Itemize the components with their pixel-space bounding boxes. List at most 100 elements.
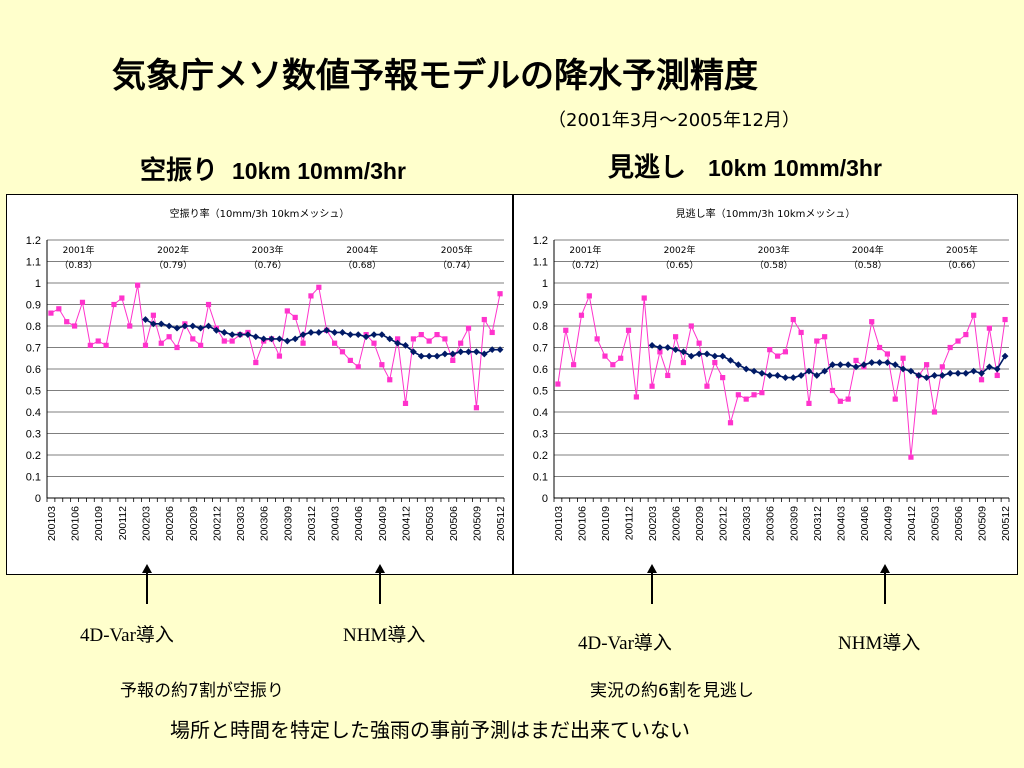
false-alarm-year-value: （0.74）	[438, 260, 476, 271]
false-alarm-monthly-point	[426, 338, 432, 344]
false-alarm-mean-point	[480, 350, 488, 358]
false-alarm-year-value: （0.68）	[343, 260, 381, 271]
miss-rate-monthly-point	[751, 392, 757, 398]
miss-rate-mean-point	[750, 367, 758, 375]
miss-rate-mean-point	[970, 367, 978, 375]
false-alarm-monthly-point	[442, 336, 448, 342]
miss-rate-x-tick-label: 200109	[600, 506, 612, 541]
miss-rate-mean-point	[734, 361, 742, 369]
false-alarm-monthly-point	[465, 325, 472, 331]
miss-rate-mean-line	[651, 344, 1006, 379]
miss-rate-monthly-point	[955, 338, 961, 344]
miss-rate-mean-point	[907, 367, 915, 375]
miss-rate-monthly-point	[829, 387, 836, 394]
miss-rate-year-value: （0.58）	[755, 260, 793, 271]
miss-rate-mean-point	[821, 367, 829, 375]
false-alarm-x-tick-label: 200406	[353, 506, 365, 541]
miss-rate-monthly-point	[727, 420, 734, 426]
miss-rate-monthly-point	[806, 400, 812, 406]
miss-rate-y-tick-label: 0.1	[533, 472, 548, 484]
false-alarm-x-tick-label: 200112	[117, 506, 129, 540]
false-alarm-mean-point	[346, 331, 354, 338]
false-alarm-mean-point	[409, 348, 417, 356]
miss-rate-monthly-point	[994, 372, 1000, 379]
miss-rate-mean-point	[868, 359, 876, 366]
miss-rate-x-tick-label: 200303	[741, 506, 753, 541]
miss-rate-mean-point	[899, 365, 907, 373]
false-alarm-mean-point	[323, 326, 331, 334]
left-heading: 空振り 10km 10mm/3hr	[140, 150, 406, 187]
false-alarm-monthly-point	[135, 282, 141, 288]
miss-rate-monthly-point	[900, 355, 906, 361]
miss-rate-monthly-point	[782, 349, 789, 355]
false-alarm-y-tick-label: 0.4	[26, 407, 41, 419]
false-alarm-monthly-point	[284, 308, 290, 314]
miss-rate-monthly-point	[837, 398, 843, 404]
miss-rate-monthly-point	[563, 327, 569, 333]
false-alarm-chart-title: 空振り率（10mm/3h 10kmメッシュ）	[170, 207, 350, 220]
false-alarm-monthly-point	[221, 338, 227, 344]
miss-rate-year-label: 2001年	[569, 244, 601, 256]
false-alarm-monthly-point	[205, 301, 212, 308]
false-alarm-mean-point	[473, 348, 480, 356]
false-alarm-monthly-point	[473, 405, 480, 411]
miss-rate-mean-point	[852, 363, 860, 371]
false-alarm-mean-point	[457, 348, 465, 356]
miss-rate-y-tick-label: 0.5	[533, 386, 548, 398]
miss-rate-year-value: （0.72）	[566, 260, 604, 271]
false-alarm-x-tick-label: 200412	[401, 506, 413, 541]
false-alarm-mean-point	[402, 341, 409, 349]
miss-rate-monthly-point	[876, 344, 883, 351]
miss-rate-x-tick-label: 200412	[906, 506, 918, 541]
false-alarm-x-tick-label: 200103	[46, 506, 58, 541]
miss-rate-year-label: 2004年	[852, 244, 884, 256]
miss-rate-monthly-point	[971, 312, 977, 318]
false-alarm-monthly-point	[127, 323, 133, 329]
right-heading-en: 10km 10mm/3hr	[708, 155, 882, 181]
miss-rate-monthly-point	[720, 375, 726, 381]
miss-rate-mean-point	[758, 369, 766, 377]
false-alarm-mean-point	[142, 316, 149, 323]
miss-rate-y-tick-label: 1	[542, 278, 548, 290]
false-alarm-y-tick-label: 0.9	[26, 300, 41, 312]
miss-rate-mean-point	[962, 369, 970, 377]
false-alarm-monthly-point	[276, 353, 283, 359]
false-alarm-mean-point	[425, 352, 433, 360]
miss-rate-x-tick-label: 200112	[624, 506, 636, 540]
false-alarm-monthly-point	[229, 338, 235, 344]
miss-rate-mean-point	[789, 374, 797, 381]
miss-rate-monthly-point	[649, 383, 655, 389]
miss-rate-mean-point	[938, 372, 946, 379]
false-alarm-monthly-point	[292, 314, 298, 320]
miss-rate-mean-point	[664, 344, 672, 351]
miss-rate-mean-point	[766, 372, 774, 379]
miss-rate-mean-point	[993, 365, 1001, 373]
miss-rate-year-label: 2003年	[758, 244, 790, 256]
miss-rate-monthly-point	[869, 319, 875, 325]
false-alarm-mean-point	[394, 339, 402, 347]
miss-rate-chart: 見逃し率（10mm/3h 10kmメッシュ） 0 0.1 0.2 0.3 0.4 0.5 0.…	[513, 194, 1018, 575]
miss-rate-y-tick-label: 0.3	[533, 429, 548, 441]
false-alarm-monthly-point	[418, 332, 424, 338]
miss-rate-x-tick-label: 200209	[694, 506, 706, 541]
false-alarm-year-label: 2004年	[346, 244, 378, 256]
period-label: （2001年3月～2005年12月）	[548, 110, 800, 131]
right-heading-jp: 見逃し	[608, 153, 687, 183]
false-alarm-y-tick-label: 0.1	[26, 472, 41, 484]
false-alarm-x-tick-label: 200409	[377, 506, 389, 541]
miss-rate-mean-point	[703, 350, 711, 358]
miss-rate-monthly-point	[884, 351, 891, 357]
false-alarm-x-tick-label: 200306	[259, 506, 271, 541]
false-alarm-monthly-point	[71, 323, 78, 329]
false-alarm-y-tick-label: 1.2	[26, 235, 41, 247]
miss-rate-monthly-point	[908, 454, 914, 460]
miss-rate-monthly-point	[571, 362, 577, 368]
false-alarm-year-label: 2002年	[157, 244, 189, 256]
miss-rate-mean-point	[844, 361, 852, 369]
false-alarm-year-value: （0.76）	[249, 260, 287, 271]
miss-rate-year-value: （0.65）	[660, 260, 698, 271]
false-alarm-mean-point	[378, 331, 386, 338]
miss-rate-monthly-point	[774, 353, 781, 359]
label-4dvar-left: 4D-Var導入	[80, 625, 174, 646]
left-heading-jp: 空振り	[140, 156, 219, 186]
